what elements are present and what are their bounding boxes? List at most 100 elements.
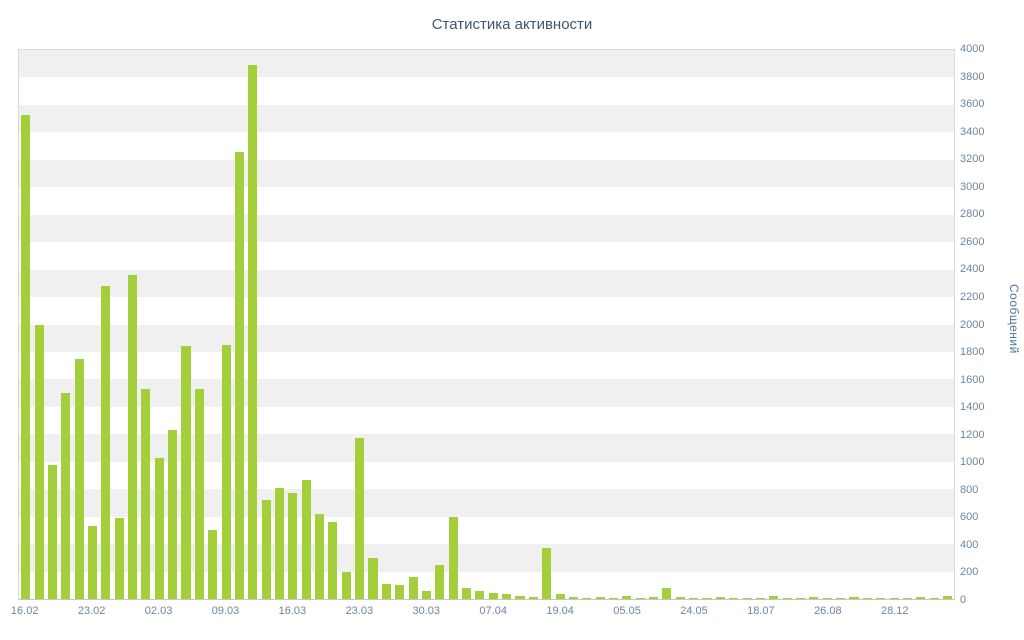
bar [328,522,338,599]
bar-slot [473,50,486,599]
bar [315,513,325,599]
bar-slot [99,50,112,599]
y-tick-label: 200 [960,566,979,579]
bar-slot [193,50,206,599]
bar-slot [674,50,687,599]
bar-slot [139,50,152,599]
bar-slot [420,50,433,599]
bar [208,530,218,599]
bar-slot [286,50,299,599]
bar [341,571,351,599]
bar-slot [861,50,874,599]
bar [194,389,204,599]
bar [702,597,712,599]
plot-band [19,269,954,298]
bar-slot [433,50,446,599]
bar-slot [206,50,219,599]
bar-slot [500,50,513,599]
y-tick-label: 2400 [960,263,985,276]
bar-slot [273,50,286,599]
bar [114,518,124,599]
bar-slot [460,50,473,599]
bar [34,324,44,599]
bar [515,595,525,599]
bar-slot [620,50,633,599]
bar-slot [714,50,727,599]
bar [689,597,699,599]
bar [462,588,472,599]
bar [301,479,311,599]
y-tick-label: 2200 [960,290,985,303]
bar-slot [780,50,793,599]
bar [782,597,792,599]
bar [395,585,405,599]
x-tick-label: 23.03 [345,605,374,617]
bar-slot [647,50,660,599]
bar-slot [901,50,914,599]
bar [595,596,605,599]
bar-slot [406,50,419,599]
bar-slot [313,50,326,599]
bar [822,597,832,599]
y-tick-label: 400 [960,538,979,551]
bar [675,596,685,599]
plot-band [19,104,954,133]
bar [555,593,565,599]
y-tick-label: 600 [960,511,979,524]
bar-slot [914,50,927,599]
y-tick-label: 3200 [960,153,985,166]
bar-slot [634,50,647,599]
bar-slot [487,50,500,599]
bar [542,548,552,599]
bar-slot [834,50,847,599]
bar-slot [540,50,553,599]
y-tick-label: 2800 [960,208,985,221]
bar-slot [86,50,99,599]
bar-slot [513,50,526,599]
y-tick-label: 3800 [960,70,985,83]
bar-slot [219,50,232,599]
plot-band [19,379,954,407]
y-tick-label: 0 [960,594,967,606]
bar [368,557,378,599]
bar [381,583,391,599]
bar-slot [59,50,72,599]
bar-slot [941,50,954,599]
bar [502,594,512,599]
bar-slot [821,50,834,599]
bar-slot [366,50,379,599]
y-tick-label: 2600 [960,235,985,248]
bar-slot [326,50,339,599]
bar [876,597,886,599]
plot-band [19,50,954,78]
plot-area [18,49,955,600]
bar-slot [687,50,700,599]
bar-slot [166,50,179,599]
plot-band [19,159,954,188]
bar [221,345,231,599]
x-tick-label: 24.05 [680,605,708,617]
bar [234,151,244,599]
x-tick-label: 18.07 [747,605,775,617]
bar [795,597,806,599]
bar [568,596,578,599]
bar-slot [553,50,566,599]
bar-slot [233,50,246,599]
bar [435,564,445,599]
x-tick-label: 23.02 [77,605,106,617]
x-tick-label: 07.04 [479,605,507,617]
bar [849,596,859,599]
bar-slot [179,50,192,599]
y-tick-label: 3600 [960,98,985,111]
bar-slot [19,50,32,599]
bar [128,275,138,599]
y-tick-label: 1400 [960,401,985,414]
bar [21,114,31,599]
bar-slot [847,50,860,599]
bar [608,597,619,599]
bar [274,487,285,599]
x-tick-label: 02.03 [144,605,173,617]
y-tick-label: 1800 [960,346,985,359]
x-tick-label: 05.05 [613,605,641,617]
bar [248,65,258,599]
